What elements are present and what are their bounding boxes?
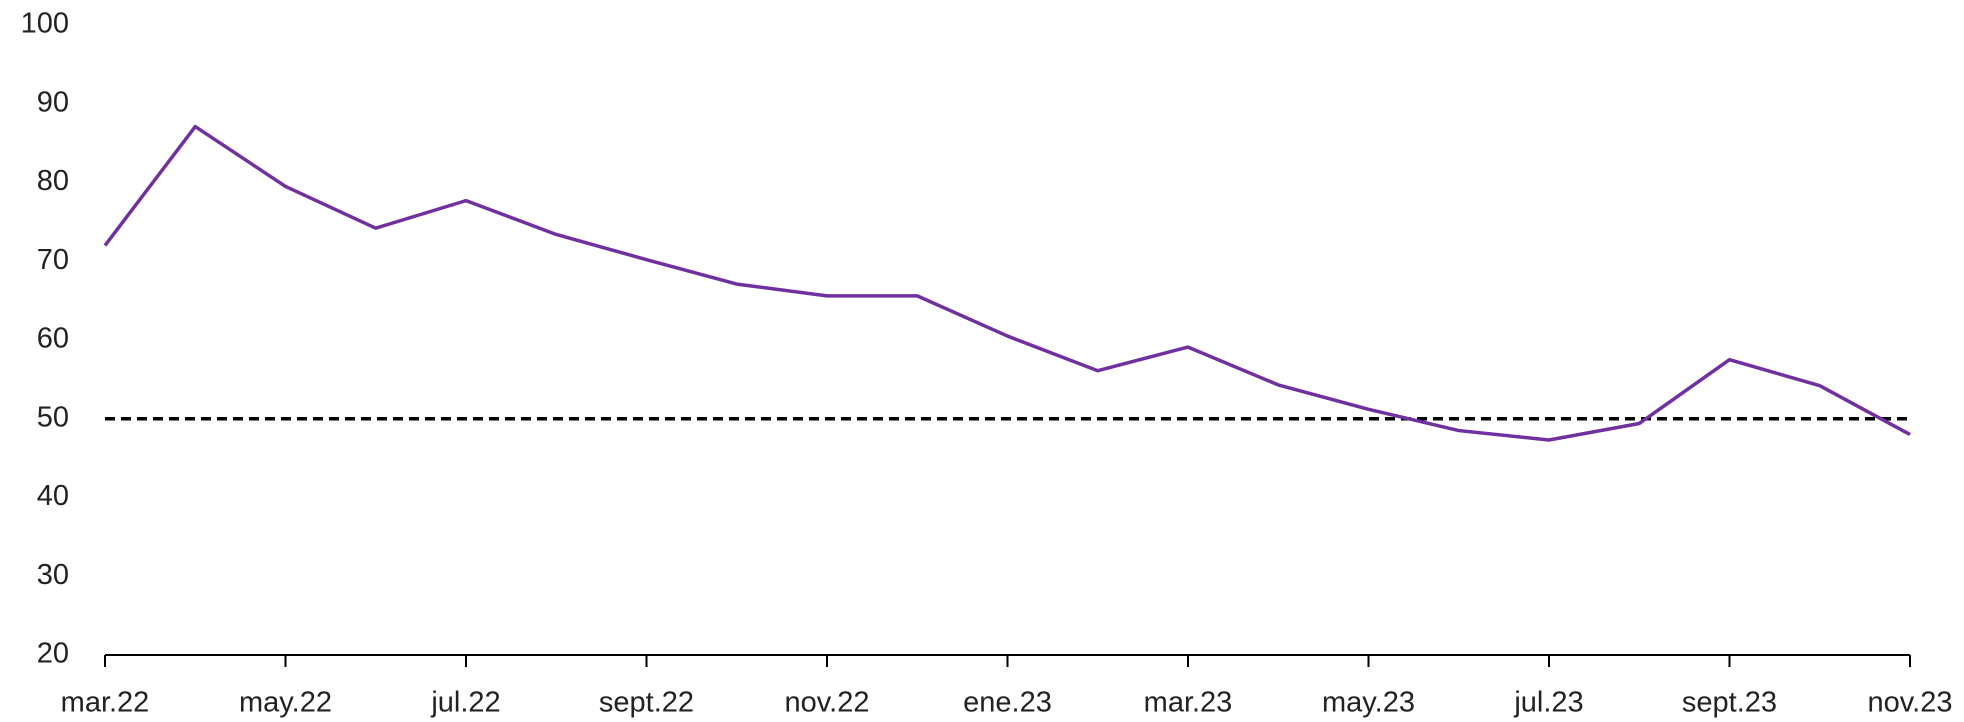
y-tick-label: 100 [21,8,69,40]
y-tick-label: 70 [37,244,69,276]
x-tick-label: may.23 [1322,687,1415,719]
y-tick-label: 60 [37,323,69,355]
y-tick-label: 40 [37,480,69,512]
x-tick-label: mar.22 [61,687,150,719]
x-tick-label: may.22 [239,687,332,719]
y-tick-label: 90 [37,86,69,118]
x-tick-label: ene.23 [963,687,1052,719]
x-tick-label: sept.23 [1682,687,1777,719]
y-tick-label: 50 [37,401,69,433]
y-tick-label: 20 [37,638,69,670]
x-tick-label: jul.23 [1513,687,1583,719]
x-tick-label: mar.23 [1144,687,1233,719]
y-tick-label: 30 [37,559,69,591]
x-tick-label: sept.22 [599,687,694,719]
x-tick-label: jul.22 [430,687,500,719]
x-tick-label: nov.22 [785,687,870,719]
line [103,124,1911,442]
x-tick-label: nov.23 [1868,687,1953,719]
y-tick-label: 80 [37,165,69,197]
